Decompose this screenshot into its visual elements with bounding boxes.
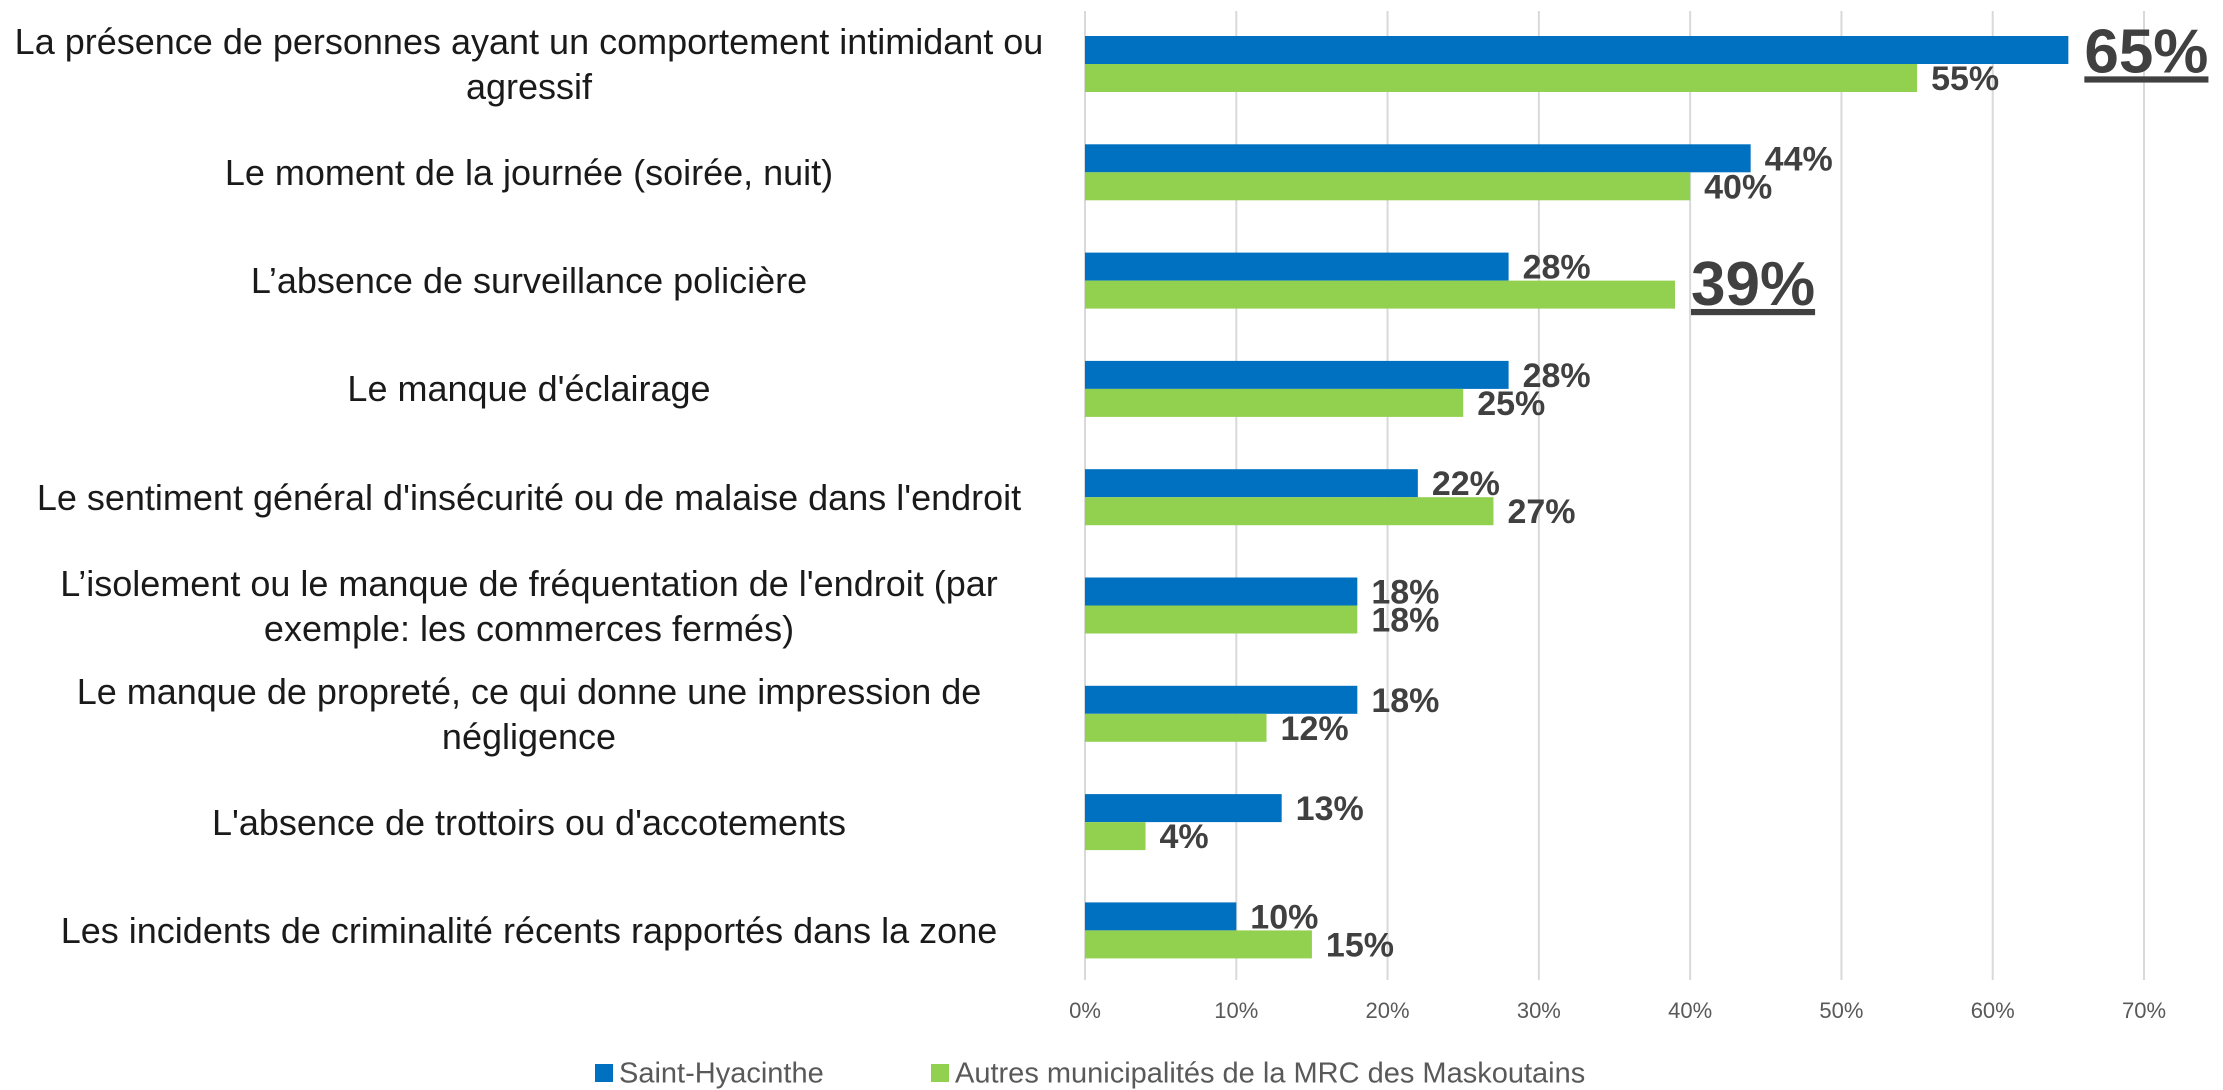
bar [1085,172,1691,201]
category-label: Le moment de la journée (soirée, nuit) [9,150,1049,195]
x-tick-label: 70% [2122,998,2166,1023]
value-label: 15% [1326,926,1394,964]
bar [1085,713,1267,742]
value-label: 40% [1704,168,1772,206]
bar [1085,794,1282,823]
bar [1085,280,1676,309]
value-label: 4% [1160,818,1209,856]
category-text: La présence de personnes ayant un compor… [14,21,1044,107]
x-tick-label: 50% [1819,998,1863,1023]
legend-label: Saint-Hyacinthe [619,1058,824,1090]
x-tick-label: 40% [1668,998,1712,1023]
value-label: 12% [1281,710,1349,748]
bar [1085,469,1418,498]
value-label: 44% [1765,140,1833,178]
bar [1085,360,1509,389]
category-label: Le manque d'éclairage [9,366,1049,411]
x-tick-label: 20% [1366,998,1410,1023]
bar [1085,902,1237,931]
value-label: 39% [1691,250,1815,319]
category-label: L'absence de trottoirs ou d'accotements [9,800,1049,845]
category-text: Le manque de propreté, ce qui donne une … [76,670,982,757]
bar [1085,64,1918,92]
x-tick-label: 60% [1971,998,2015,1023]
value-label: 18% [1371,601,1439,639]
category-text: L’isolement ou le manque de fréquentatio… [60,562,998,649]
value-label: 18% [1371,682,1439,720]
value-label: 22% [1432,465,1500,503]
x-tick-label: 30% [1517,998,1561,1023]
category-text: L'absence de trottoirs ou d'accotements [211,801,847,843]
bar [1085,36,2069,64]
value-label: 13% [1296,790,1364,828]
value-label: 65% [2084,17,2208,86]
category-label: L’absence de surveillance policière [9,258,1049,303]
bar [1085,685,1358,714]
value-label: 28% [1523,249,1591,287]
value-label: 18% [1371,573,1439,611]
category-text: Les incidents de criminalité récents rap… [60,909,998,951]
bar [1085,822,1146,851]
category-label: L’isolement ou le manque de fréquentatio… [9,561,1049,651]
category-text: Le sentiment général d'insécurité ou de … [36,476,1022,518]
legend-swatch [595,1064,613,1082]
bar [1085,252,1509,281]
category-text: Le manque d'éclairage [347,368,711,410]
bar [1085,388,1464,417]
value-label: 27% [1507,493,1575,531]
bar [1085,497,1494,526]
value-label: 28% [1523,357,1591,395]
x-tick-label: 0% [1069,998,1101,1023]
category-text: L’absence de surveillance policière [250,260,808,302]
legend-label: Autres municipalités de la MRC des Masko… [955,1058,1585,1090]
bar [1085,144,1751,173]
value-label: 25% [1477,385,1545,423]
value-label: 10% [1250,898,1318,936]
category-label: Le manque de propreté, ce qui donne une … [9,669,1049,759]
category-label: Les incidents de criminalité récents rap… [9,908,1049,953]
value-label: 55% [1931,60,1999,98]
bar [1085,605,1358,634]
category-text: Le moment de la journée (soirée, nuit) [224,151,834,193]
legend-swatch [931,1064,949,1082]
category-label: La présence de personnes ayant un compor… [9,19,1049,109]
x-tick-label: 10% [1214,998,1258,1023]
bar [1085,577,1358,606]
category-label: Le sentiment général d'insécurité ou de … [9,475,1049,520]
bar [1085,930,1312,959]
